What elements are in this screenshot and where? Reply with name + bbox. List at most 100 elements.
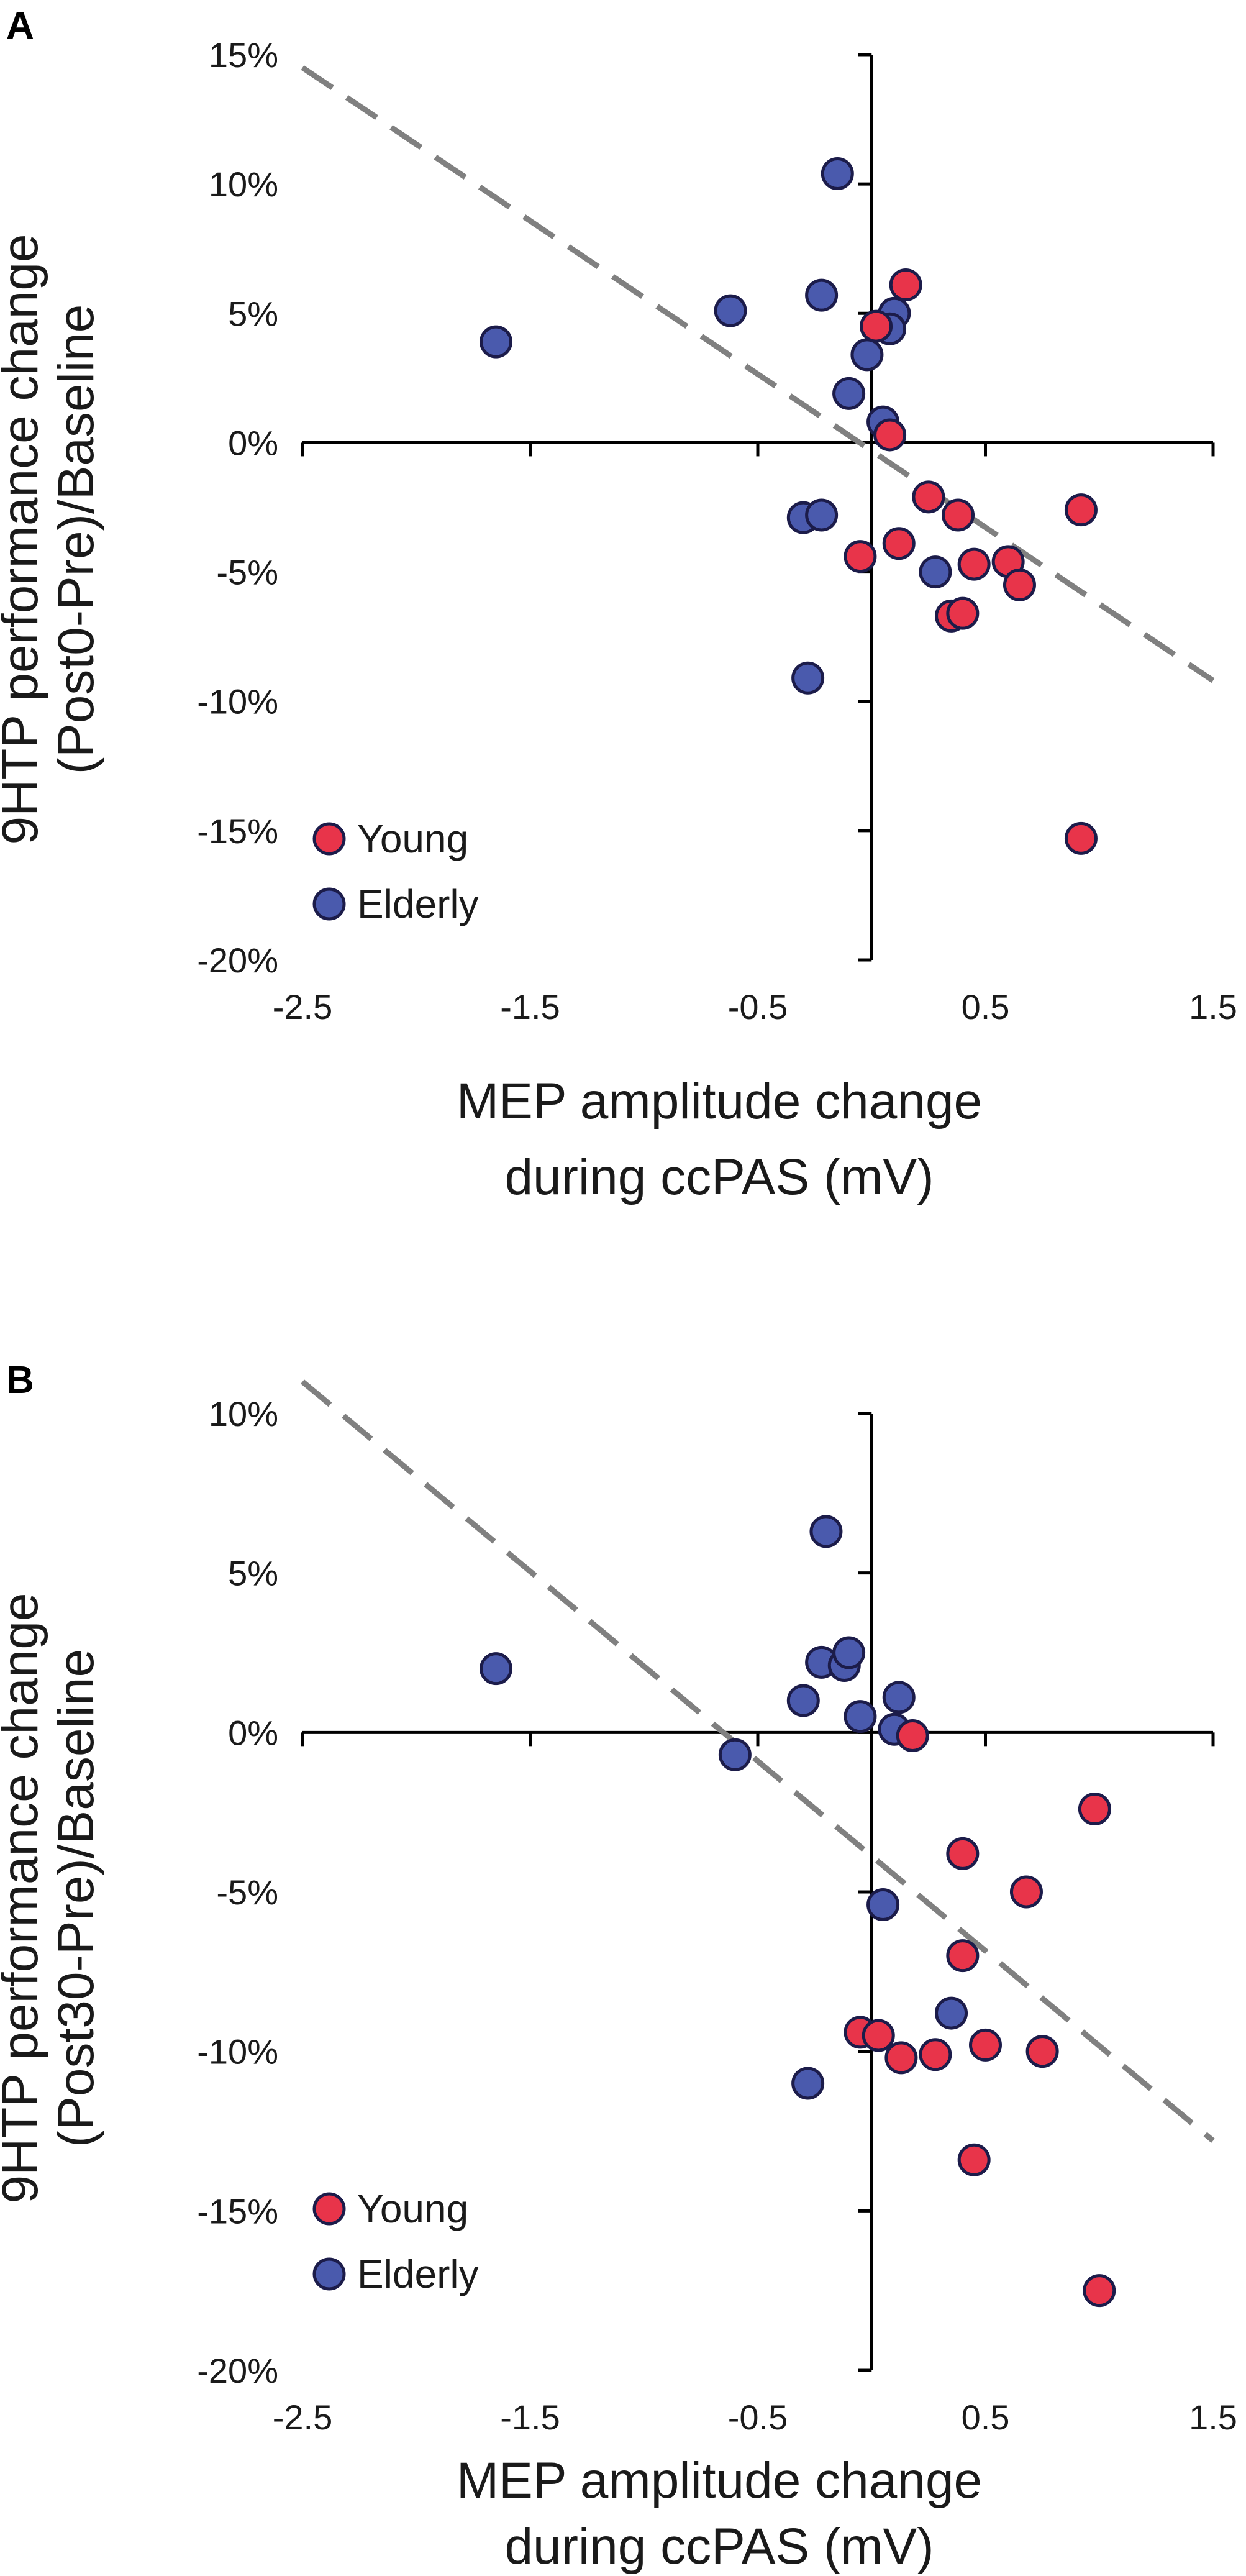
fit-line (301, 1379, 1215, 2143)
elderly-data-point (480, 1652, 513, 1686)
x-axis-label-line1: MEP amplitude change (457, 1073, 982, 1130)
young-data-point (882, 527, 916, 560)
legend-label-young: Young (357, 2186, 468, 2231)
young-data-point (919, 2038, 952, 2071)
elderly-data-point (844, 1700, 877, 1733)
legend-marker-young (312, 822, 346, 856)
y-tick-label: -5% (216, 553, 278, 592)
elderly-data-point (919, 555, 952, 589)
young-data-point (860, 309, 893, 343)
young-data-point (969, 2028, 1002, 2062)
y-tick-label: -15% (197, 811, 278, 851)
legend-label-young: Young (357, 816, 468, 861)
y-tick-label: 5% (228, 1554, 278, 1593)
legend-marker-elderly (312, 887, 346, 921)
young-data-point (873, 418, 907, 452)
y-tick-label: -15% (197, 2191, 278, 2231)
young-data-point (946, 1939, 980, 1973)
y-tick-label: 10% (209, 1394, 278, 1433)
x-tick-label: -2.5 (273, 2398, 333, 2437)
elderly-data-point (809, 1515, 843, 1548)
y-tick-label: -10% (197, 682, 278, 721)
panel-label: B (6, 1359, 34, 1402)
x-tick-label: 1.5 (1189, 2398, 1237, 2437)
young-data-point (1009, 1875, 1043, 1909)
x-tick-label: -0.5 (728, 987, 788, 1026)
young-data-point (844, 540, 877, 573)
young-data-point (1003, 568, 1036, 601)
y-tick-label: 0% (228, 423, 278, 462)
young-data-point (1064, 821, 1098, 855)
panel-a: A 9HTP performance change (Post0-Pre)/Ba… (0, 4, 1237, 1205)
young-data-point (896, 1719, 929, 1752)
young-data-point (957, 2143, 991, 2176)
x-tick-label: -1.5 (500, 2398, 560, 2437)
young-data-point (946, 1837, 980, 1870)
fit-line (301, 65, 1215, 683)
legend-label-elderly: Elderly (357, 2252, 479, 2296)
elderly-data-point (832, 1636, 866, 1669)
elderly-data-point (480, 325, 513, 359)
elderly-data-point (832, 377, 866, 410)
x-tick-label: -0.5 (728, 2398, 788, 2437)
young-data-point (1064, 493, 1098, 527)
legend-marker-elderly (312, 2257, 346, 2291)
young-data-point (889, 268, 922, 301)
y-tick-label: 0% (228, 1713, 278, 1752)
legend-label-elderly: Elderly (357, 882, 479, 926)
panel-b: B 9HTP performance change (Post30-Pre)/B… (0, 1359, 1237, 2575)
y-tick-label: 15% (209, 35, 278, 75)
young-data-point (884, 2041, 918, 2075)
elderly-data-point (866, 1888, 900, 1922)
x-tick-label: 0.5 (962, 987, 1010, 1026)
y-axis-label: 9HTP performance change (Post30-Pre)/Bas… (0, 1592, 104, 2203)
elderly-data-point (805, 498, 839, 532)
y-tick-label: 5% (228, 294, 278, 333)
y-tick-label: 10% (209, 165, 278, 204)
young-data-point (957, 547, 991, 581)
elderly-data-point (791, 2067, 825, 2100)
y-axis-label-line2: (Post0-Pre)/Baseline (48, 304, 104, 775)
panel-label: A (6, 4, 34, 47)
axes: 15% 10% 5% 0% -5% -10% -15% -20% -2.5 -1.5 -0.5 0.5… (197, 35, 1237, 1026)
data-points (480, 1515, 1116, 2308)
elderly-data-point (791, 661, 825, 695)
y-tick-label: -20% (197, 941, 278, 980)
elderly-data-point (718, 1738, 752, 1771)
x-tick-label: -1.5 (500, 987, 560, 1026)
fit-line-group (301, 65, 1215, 683)
young-data-point (912, 480, 945, 514)
y-axis-label-line2: (Post30-Pre)/Baseline (48, 1649, 104, 2147)
fit-line-group (301, 1379, 1215, 2143)
y-tick-label: -5% (216, 1873, 278, 1912)
young-data-point (1083, 2274, 1116, 2308)
elderly-data-point (714, 294, 747, 327)
young-data-point (946, 596, 980, 630)
legend-marker-young (312, 2192, 346, 2226)
axes: 10% 5% 0% -5% -10% -15% -20% -2.5 -1.5 -0.5 0.5 1.5 (197, 1394, 1237, 2437)
elderly-data-point (786, 1684, 820, 1717)
elderly-data-point (882, 1681, 916, 1714)
x-axis-label-line2: during ccPAS (mV) (504, 2518, 934, 2575)
x-axis-label-line2: during ccPAS (mV) (504, 1149, 934, 1205)
y-tick-label: -10% (197, 2032, 278, 2071)
data-points (480, 157, 1098, 855)
young-data-point (862, 2019, 895, 2052)
y-axis-label-line1: 9HTP performance change (0, 1592, 48, 2203)
young-data-point (942, 498, 975, 532)
y-tick-label: -20% (197, 2351, 278, 2390)
x-tick-label: 1.5 (1189, 987, 1237, 1026)
x-tick-label: 0.5 (962, 2398, 1010, 2437)
young-data-point (1078, 1793, 1111, 1826)
elderly-data-point (821, 157, 854, 190)
elderly-data-point (850, 338, 884, 372)
x-tick-label: -2.5 (273, 987, 333, 1026)
x-axis-label-line1: MEP amplitude change (457, 2452, 982, 2509)
legend: Young Elderly (312, 2186, 479, 2296)
legend: Young Elderly (312, 816, 479, 926)
y-axis-label: 9HTP performance change (Post0-Pre)/Base… (0, 234, 104, 844)
elderly-data-point (935, 1996, 968, 2030)
elderly-data-point (805, 278, 839, 312)
y-axis-label-line1: 9HTP performance change (0, 234, 48, 844)
